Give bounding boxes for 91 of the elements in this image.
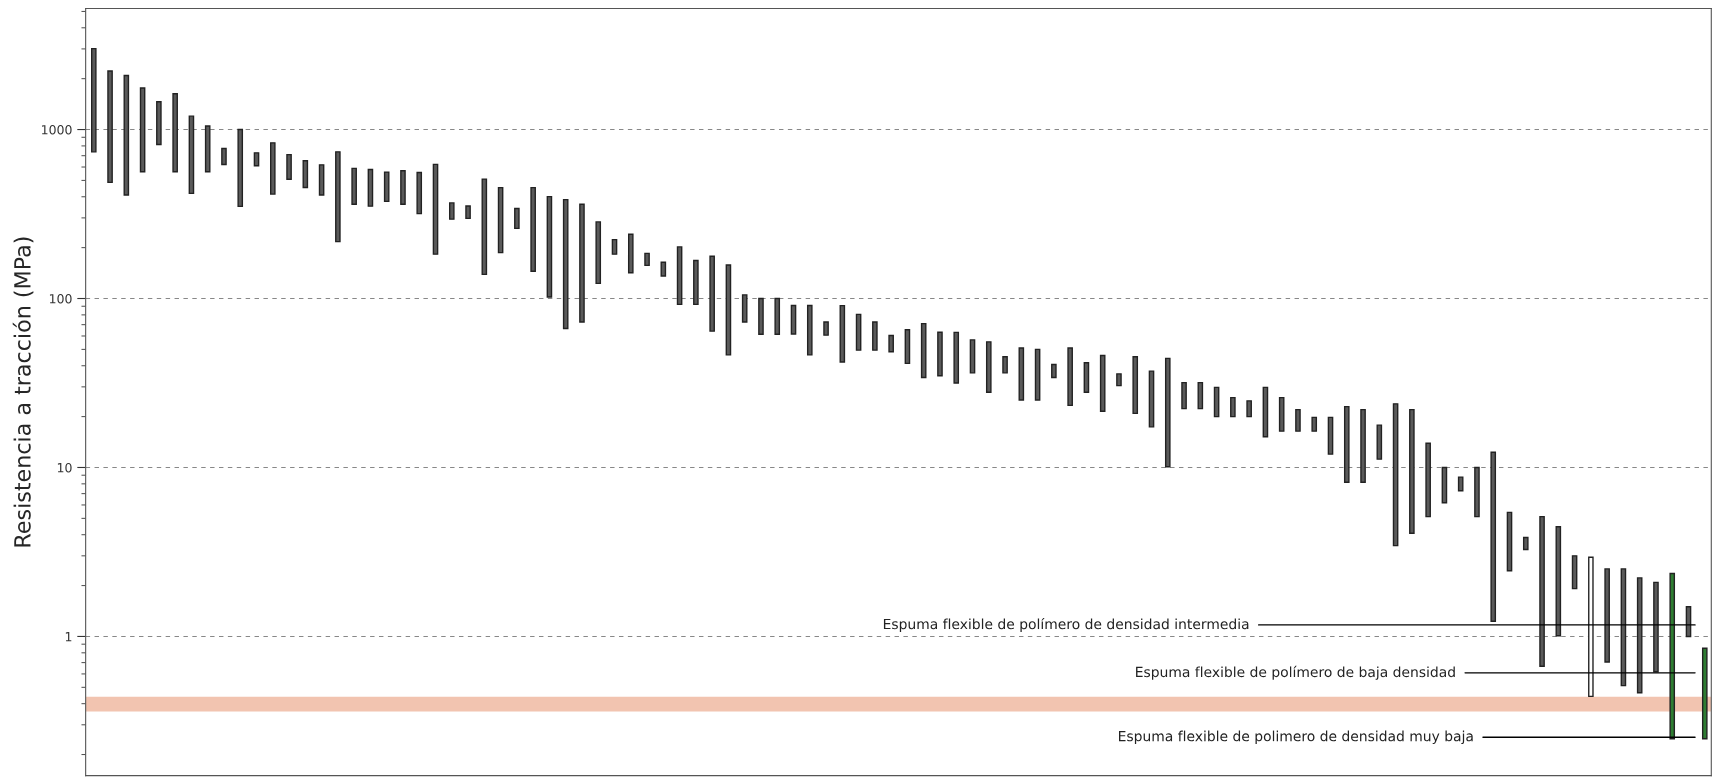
bar (660, 261, 667, 277)
bar (1343, 405, 1350, 483)
bar (221, 147, 227, 166)
bar (1230, 396, 1236, 418)
bar (367, 168, 374, 207)
bar (1295, 408, 1301, 432)
bar (1116, 373, 1122, 387)
bar (416, 171, 423, 215)
bar (985, 341, 992, 393)
bar (953, 331, 960, 384)
bar (1490, 451, 1497, 622)
bar (1409, 408, 1415, 534)
bar (1588, 556, 1594, 698)
bar (611, 238, 618, 255)
bar (383, 171, 390, 203)
bar (562, 198, 569, 330)
bar (595, 221, 602, 285)
bar (1311, 416, 1318, 432)
bar (904, 329, 911, 365)
y-tick-label: 1000 (42, 125, 72, 135)
bar (1018, 347, 1025, 401)
bar (269, 142, 276, 195)
bar (1457, 476, 1464, 492)
annotation: Espuma flexible de polímero de baja densidad (1136, 665, 1455, 680)
bar (1327, 416, 1334, 455)
bar (351, 167, 357, 206)
bar (709, 255, 715, 332)
y-tick-label: 10 (57, 462, 72, 473)
bar (286, 153, 292, 180)
bar (872, 321, 878, 351)
bar (937, 331, 943, 377)
bar (465, 205, 471, 220)
bar (400, 170, 406, 206)
bar (318, 164, 325, 196)
bar (1522, 536, 1529, 551)
bar (335, 151, 341, 243)
bar (448, 202, 455, 220)
bar (172, 92, 178, 173)
bar (1474, 466, 1480, 518)
bar (774, 297, 781, 335)
bar (1701, 647, 1708, 740)
bar (1376, 424, 1383, 460)
bar (1181, 381, 1187, 410)
bar (1246, 400, 1252, 418)
y-tick-label: 1 (65, 632, 72, 642)
y-tick-label: 100 (49, 293, 72, 304)
bar (693, 259, 699, 306)
bar (920, 322, 927, 379)
bar (1604, 568, 1610, 663)
bar (644, 252, 650, 267)
bar (156, 101, 162, 146)
bar (1148, 370, 1155, 428)
bar (823, 321, 829, 336)
bar (302, 160, 309, 189)
bar (1360, 408, 1366, 483)
bar (1051, 363, 1057, 379)
bar (107, 70, 113, 184)
bar (1164, 357, 1171, 468)
bar (1034, 348, 1041, 401)
bar (969, 339, 976, 374)
bar (627, 233, 634, 274)
bar (530, 186, 536, 272)
bar (839, 304, 846, 363)
bar (253, 152, 260, 167)
bar (676, 246, 683, 306)
bar (1669, 572, 1676, 740)
annotation: Espuma flexible de polimero de densidad muy baja (1119, 730, 1473, 745)
bar (1067, 347, 1073, 407)
bar (806, 304, 813, 356)
bar (579, 203, 585, 323)
bar (1653, 581, 1659, 673)
bar (1099, 354, 1106, 413)
bar (888, 334, 894, 353)
y-axis-title: Resistencia a tracción (MPa) (12, 237, 34, 547)
bar (1132, 356, 1139, 415)
bar (1539, 515, 1545, 667)
bar (188, 115, 195, 195)
bar (741, 294, 748, 323)
bar (204, 125, 211, 173)
bar (790, 304, 797, 335)
bar (237, 128, 244, 208)
bar (90, 47, 97, 153)
bar (1425, 442, 1431, 518)
bar (758, 297, 764, 335)
bar (514, 207, 520, 230)
bar (1002, 356, 1008, 374)
bar (1278, 396, 1285, 432)
bar (481, 178, 488, 276)
bar (725, 264, 732, 356)
annotation: Espuma flexible de polímero de densidad intermedia (883, 617, 1249, 632)
bar (1083, 362, 1090, 393)
